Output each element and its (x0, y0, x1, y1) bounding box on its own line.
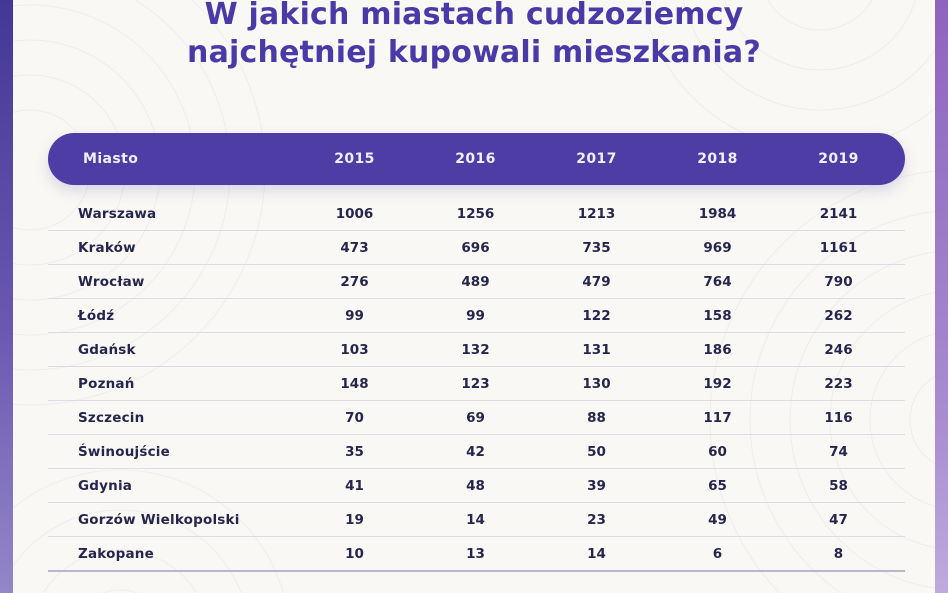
left-edge-accent-bar (0, 0, 13, 593)
value-cell-2018: 65 (708, 477, 727, 494)
table-row: Gorzów Wielkopolski 19 14 23 49 47 (48, 503, 905, 537)
city-cell: Kraków (78, 239, 136, 256)
page-title-line-2: najchętniej kupowali mieszkania? (187, 35, 761, 71)
value-cell-2015: 35 (345, 443, 364, 460)
value-cell-2019: 262 (824, 307, 853, 324)
value-cell-2017: 131 (582, 341, 611, 358)
value-cell-2019: 223 (824, 375, 853, 392)
value-cell-2017: 23 (587, 511, 606, 528)
value-cell-2019: 790 (824, 273, 853, 290)
column-header-year-2015: 2015 (334, 151, 375, 167)
page-title: W jakich miastach cudzoziemcy najchętnie… (20, 0, 928, 72)
city-cell: Szczecin (78, 409, 145, 426)
value-cell-2018: 192 (703, 375, 732, 392)
value-cell-2017: 88 (587, 409, 606, 426)
table-row: Warszawa 1006 1256 1213 1984 2141 (48, 197, 905, 231)
column-header-city: Miasto (83, 151, 139, 167)
value-cell-2017: 50 (587, 443, 606, 460)
page-title-line-1: W jakich miastach cudzoziemcy (204, 0, 744, 33)
value-cell-2018: 158 (703, 307, 732, 324)
value-cell-2017: 122 (582, 307, 611, 324)
city-cell: Gdynia (78, 477, 133, 494)
city-cell: Gorzów Wielkopolski (78, 511, 240, 528)
value-cell-2018: 49 (708, 511, 727, 528)
value-cell-2017: 479 (582, 273, 611, 290)
value-cell-2018: 117 (703, 409, 732, 426)
value-cell-2017: 39 (587, 477, 606, 494)
value-cell-2015: 473 (340, 239, 369, 256)
value-cell-2015: 1006 (335, 205, 374, 222)
value-cell-2018: 186 (703, 341, 732, 358)
value-cell-2017: 14 (587, 545, 606, 562)
table-header-row: Miasto 2015 2016 2017 2018 2019 (48, 133, 905, 185)
city-cell: Wrocław (78, 273, 145, 290)
value-cell-2015: 276 (340, 273, 369, 290)
city-cell: Poznań (78, 375, 135, 392)
value-cell-2016: 696 (461, 239, 490, 256)
table-row: Świnoujście 35 42 50 60 74 (48, 435, 905, 469)
city-cell: Warszawa (78, 205, 157, 222)
value-cell-2016: 489 (461, 273, 490, 290)
value-cell-2017: 1213 (577, 205, 616, 222)
table-row: Poznań 148 123 130 192 223 (48, 367, 905, 401)
value-cell-2016: 132 (461, 341, 490, 358)
value-cell-2015: 148 (340, 375, 369, 392)
value-cell-2018: 6 (712, 545, 723, 562)
value-cell-2016: 99 (466, 307, 485, 324)
value-cell-2019: 74 (829, 443, 848, 460)
column-header-year-2019: 2019 (818, 151, 859, 167)
value-cell-2015: 103 (340, 341, 369, 358)
column-header-year-2016: 2016 (455, 151, 496, 167)
value-cell-2018: 1984 (698, 205, 737, 222)
value-cell-2016: 48 (466, 477, 485, 494)
value-cell-2015: 70 (345, 409, 364, 426)
value-cell-2019: 1161 (819, 239, 858, 256)
table-row: Szczecin 70 69 88 117 116 (48, 401, 905, 435)
value-cell-2018: 969 (703, 239, 732, 256)
value-cell-2019: 246 (824, 341, 853, 358)
value-cell-2015: 19 (345, 511, 364, 528)
value-cell-2015: 99 (345, 307, 364, 324)
value-cell-2019: 8 (833, 545, 844, 562)
value-cell-2019: 47 (829, 511, 848, 528)
value-cell-2015: 10 (345, 545, 364, 562)
value-cell-2017: 130 (582, 375, 611, 392)
city-cell: Gdańsk (78, 341, 136, 358)
city-cell: Łódź (78, 307, 115, 324)
table-row: Gdańsk 103 132 131 186 246 (48, 333, 905, 367)
value-cell-2016: 42 (466, 443, 485, 460)
table-row: Kraków 473 696 735 969 1161 (48, 231, 905, 265)
value-cell-2017: 735 (582, 239, 611, 256)
value-cell-2019: 2141 (819, 205, 858, 222)
value-cell-2015: 41 (345, 477, 364, 494)
table-row: Łódź 99 99 122 158 262 (48, 299, 905, 333)
table-body: Warszawa 1006 1256 1213 1984 2141 Kraków… (48, 197, 905, 572)
table-row: Gdynia 41 48 39 65 58 (48, 469, 905, 503)
data-table: Miasto 2015 2016 2017 2018 2019 Warszawa… (48, 133, 905, 572)
value-cell-2016: 13 (466, 545, 485, 562)
column-header-year-2017: 2017 (576, 151, 617, 167)
value-cell-2019: 58 (829, 477, 848, 494)
value-cell-2018: 764 (703, 273, 732, 290)
value-cell-2016: 123 (461, 375, 490, 392)
table-row: Wrocław 276 489 479 764 790 (48, 265, 905, 299)
value-cell-2016: 69 (466, 409, 485, 426)
value-cell-2018: 60 (708, 443, 727, 460)
value-cell-2016: 14 (466, 511, 485, 528)
column-header-year-2018: 2018 (697, 151, 738, 167)
city-cell: Świnoujście (78, 443, 170, 460)
city-cell: Zakopane (78, 545, 154, 562)
right-edge-accent-bar (935, 0, 948, 593)
table-row: Zakopane 10 13 14 6 8 (48, 537, 905, 572)
value-cell-2019: 116 (824, 409, 853, 426)
value-cell-2016: 1256 (456, 205, 495, 222)
